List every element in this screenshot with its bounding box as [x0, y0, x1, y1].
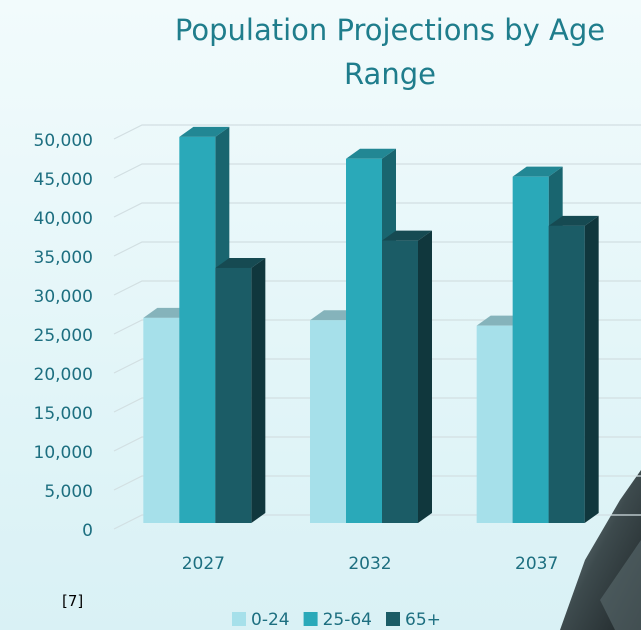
bar: [346, 159, 382, 523]
bar-side: [251, 258, 265, 523]
y-tick-label: 45,000: [34, 170, 93, 190]
x-tick-label: 2027: [182, 554, 225, 574]
y-tick-label: 0: [82, 521, 93, 541]
bar-side: [418, 231, 432, 523]
legend-swatch: [386, 612, 400, 626]
bar: [310, 320, 346, 523]
chart-title: Population Projections by Age Range: [150, 8, 630, 96]
legend-label: 65+: [405, 610, 441, 630]
source-note: [7]: [62, 592, 83, 610]
y-tick-label: 30,000: [34, 287, 93, 307]
page: [7] 0 5,000 10,000 15,000 20,000 25,000 30,000…: [0, 0, 641, 630]
y-tick-label: 5,000: [44, 482, 93, 502]
bar: [215, 268, 251, 523]
legend-label: 25-64: [323, 610, 372, 630]
legend-label: 0-24: [251, 610, 290, 630]
legend-swatch: [232, 612, 246, 626]
bar: [549, 226, 585, 523]
y-tick-label: 35,000: [34, 248, 93, 268]
y-tick-label: 50,000: [34, 131, 93, 151]
bar: [143, 318, 179, 523]
legend-swatch: [304, 612, 318, 626]
bar: [382, 241, 418, 523]
x-tick-label: 2037: [515, 554, 558, 574]
bar: [179, 137, 215, 523]
bar: [513, 177, 549, 523]
y-tick-label: 25,000: [34, 326, 93, 346]
x-tick-label: 2032: [348, 554, 391, 574]
bar-side: [585, 216, 599, 523]
bar: [477, 326, 513, 523]
y-tick-label: 10,000: [34, 443, 93, 463]
y-tick-label: 20,000: [34, 365, 93, 385]
y-tick-label: 40,000: [34, 209, 93, 229]
y-tick-label: 15,000: [34, 404, 93, 424]
